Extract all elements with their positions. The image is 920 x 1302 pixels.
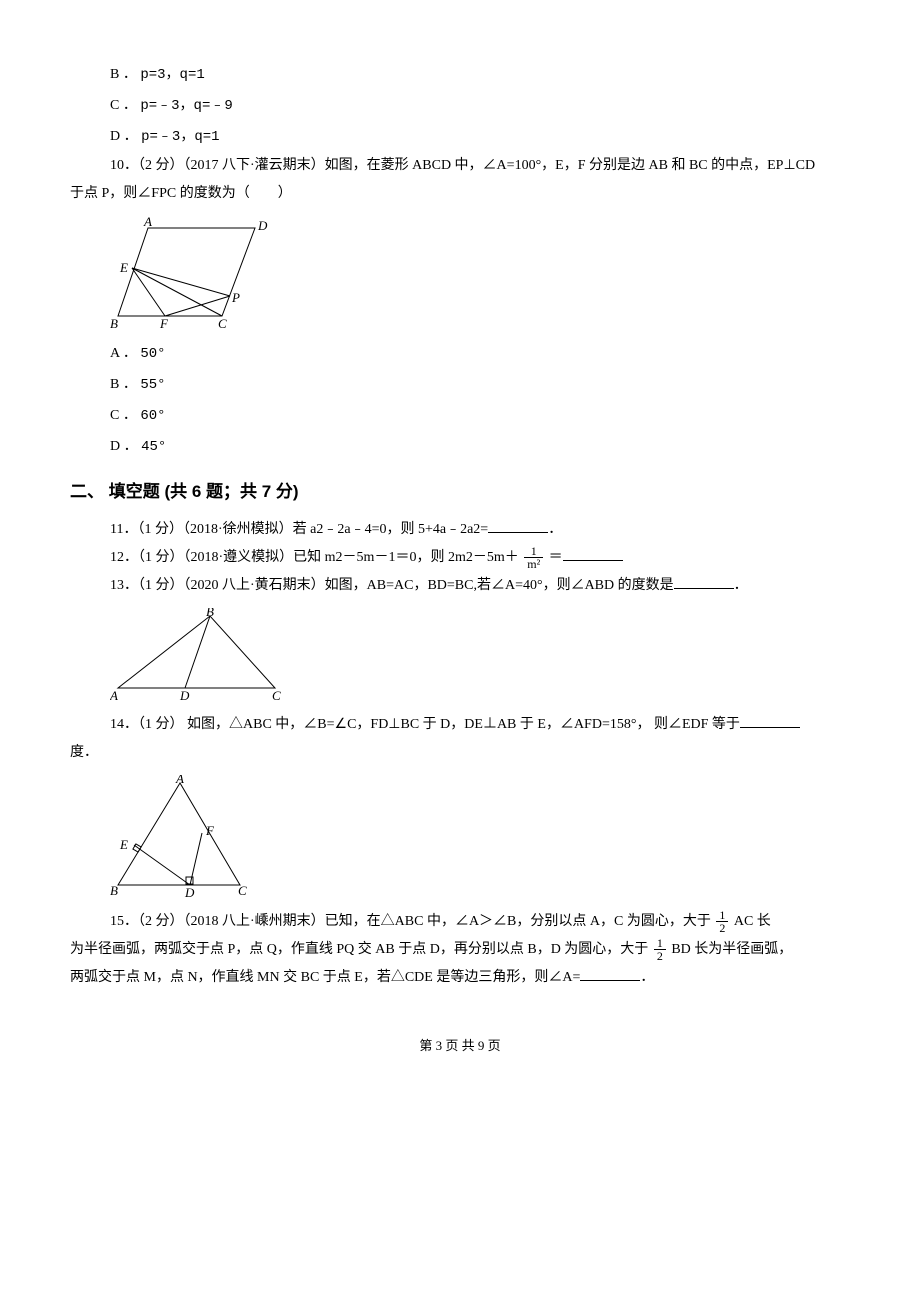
q12-fraction: 1m² (524, 545, 543, 570)
svg-text:F: F (159, 316, 169, 331)
svg-text:D: D (179, 688, 190, 703)
q10-option-c: C ． 60° (110, 401, 850, 432)
page-footer: 第 3 页 共 9 页 (70, 1032, 850, 1061)
question-14: 14．（1 分） 如图，△ABC 中，∠B=∠C，FD⊥BC 于 D，DE⊥AB… (110, 711, 850, 739)
question-11: 11．（1 分）（2018·徐州模拟）若 a2﹣2a﹣4=0，则 5+4a﹣2a… (110, 516, 850, 544)
svg-text:C: C (218, 316, 227, 331)
q13-blank (674, 574, 734, 589)
q15-blank (580, 966, 640, 981)
svg-text:A: A (143, 216, 152, 229)
svg-text:C: C (238, 883, 247, 898)
svg-text:F: F (205, 823, 215, 838)
svg-text:B: B (110, 316, 118, 331)
q13-figure: A B D C (110, 608, 850, 703)
svg-text:D: D (257, 218, 268, 233)
question-15-line1: 15．（2 分）（2018 八上·嵊州期末）已知，在△ABC 中，∠A＞∠B，分… (110, 908, 850, 936)
q10-text: 10．（2 分）（2017 八下·灌云期末）如图，在菱形 ABCD 中，∠A=1… (110, 158, 815, 173)
option-c: C ． p=﹣3，q=﹣9 (110, 91, 850, 122)
question-15-line2: 为半径画弧，两弧交于点 P，点 Q，作直线 PQ 交 AB 于点 D，再分别以点… (70, 936, 850, 964)
svg-text:E: E (119, 837, 128, 852)
q10-cont-text: 于点 P，则∠FPC 的度数为（ ） (70, 186, 292, 201)
option-b: B ． p=3，q=1 (110, 60, 850, 91)
svg-text:A: A (110, 688, 118, 703)
q10-option-d: D ． 45° (110, 432, 850, 463)
svg-text:B: B (110, 883, 118, 898)
option-b-text: p=3，q=1 (140, 67, 204, 83)
q11-blank (488, 518, 548, 533)
q14-blank (740, 713, 800, 728)
question-12: 12．（1 分）（2018·遵义模拟）已知 m2－5m－1＝0，则 2m2－5m… (110, 544, 850, 572)
question-10-cont: 于点 P，则∠FPC 的度数为（ ） (70, 180, 850, 208)
q10-figure: A D E P B F C (110, 216, 850, 331)
q15-fraction-1: 12 (716, 909, 728, 934)
svg-text:P: P (231, 290, 240, 305)
option-d: D ． p=﹣3，q=1 (110, 122, 850, 153)
q12-blank (563, 546, 623, 561)
q10-option-b: B ． 55° (110, 370, 850, 401)
svg-text:C: C (272, 688, 281, 703)
question-13: 13．（1 分）（2020 八上·黄石期末）如图，AB=AC，BD=BC,若∠A… (110, 572, 850, 600)
option-d-text: p=﹣3，q=1 (141, 129, 219, 145)
svg-text:B: B (206, 608, 214, 619)
question-10: 10．（2 分）（2017 八下·灌云期末）如图，在菱形 ABCD 中，∠A=1… (110, 152, 850, 180)
q15-fraction-2: 12 (654, 937, 666, 962)
option-c-text: p=﹣3，q=﹣9 (140, 98, 232, 114)
question-14-cont: 度． (70, 739, 850, 767)
svg-text:D: D (184, 885, 195, 900)
svg-text:A: A (175, 775, 184, 786)
q14-figure: A E F B D C (110, 775, 850, 900)
question-15-line3: 两弧交于点 M，点 N，作直线 MN 交 BC 于点 E，若△CDE 是等边三角… (70, 964, 850, 992)
section-2-header: 二、 填空题 (共 6 题；共 7 分) (70, 473, 850, 510)
q10-option-a: A ． 50° (110, 339, 850, 370)
svg-text:E: E (119, 260, 128, 275)
